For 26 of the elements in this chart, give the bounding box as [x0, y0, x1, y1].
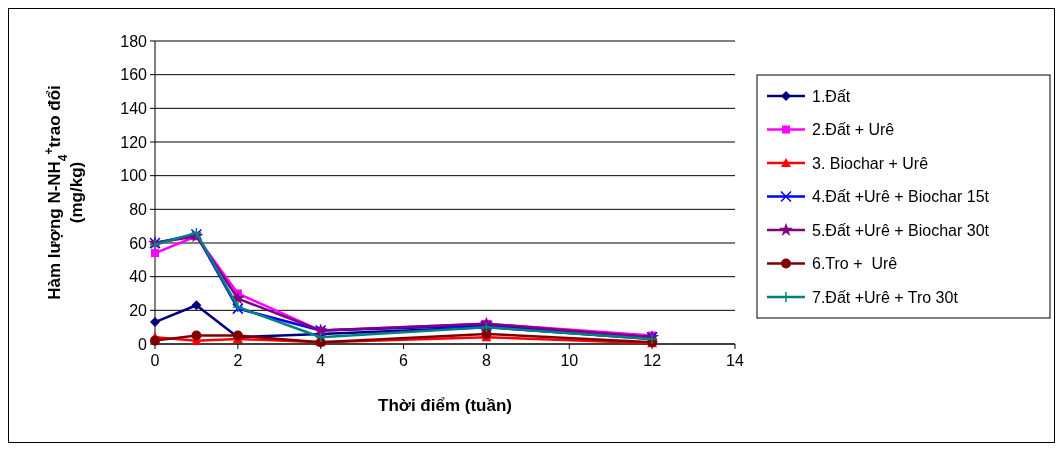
y-tick-label: 160 — [120, 66, 148, 84]
x-tick-label: 0 — [150, 352, 160, 369]
y-tick-label: 40 — [129, 268, 148, 286]
legend-label: 1.Đất — [812, 87, 851, 105]
legend-label: 3. Biochar + Urê — [812, 154, 929, 172]
y-tick-label: 100 — [120, 167, 148, 185]
y-tick-label: 120 — [120, 133, 148, 151]
legend-label: 4.Đất +Urê + Biochar 15t — [812, 188, 990, 206]
legend-label: 6.Tro + Urê — [812, 255, 898, 273]
x-tick-label: 2 — [233, 352, 243, 369]
x-tick-label: 6 — [399, 352, 409, 369]
y-tick-label: 80 — [129, 200, 148, 218]
x-tick-label: 10 — [560, 352, 579, 369]
x-tick-label: 4 — [316, 352, 326, 369]
x-tick-label: 14 — [726, 352, 744, 369]
x-axis-title: Thời điểm (tuần) — [378, 396, 512, 415]
legend-label: 7.Đất +Urê + Tro 30t — [812, 288, 959, 306]
legend-label: 2.Đất + Urê — [812, 121, 895, 139]
y-tick-label: 0 — [138, 335, 148, 353]
y-tick-label: 140 — [120, 99, 148, 117]
legend-label: 5.Đất +Urê + Biochar 30t — [812, 221, 990, 239]
y-tick-label: 20 — [129, 301, 148, 319]
x-tick-label: 8 — [481, 352, 491, 369]
y-tick-label: 60 — [129, 234, 148, 252]
x-tick-label: 12 — [643, 352, 662, 369]
y-tick-label: 180 — [120, 32, 148, 50]
